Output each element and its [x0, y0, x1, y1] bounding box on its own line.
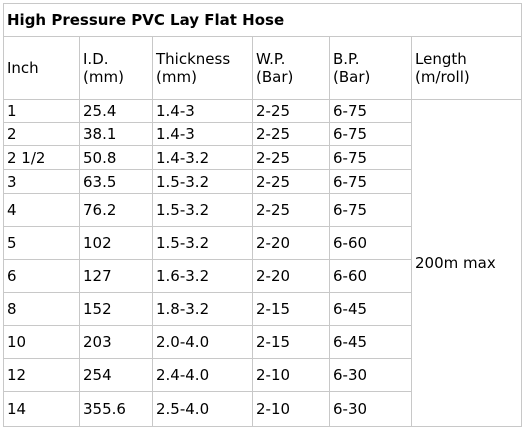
cell-bp: 6-60 [329, 259, 412, 293]
cell-bp: 6-30 [329, 391, 412, 427]
table-row: 6 127 1.6-3.2 2-20 6-60 [3, 259, 522, 293]
table-row: 14 355.6 2.5-4.0 2-10 6-30 [3, 391, 522, 427]
cell-wp: 2-25 [252, 193, 330, 227]
table-row: 1 25.4 1.4-3 2-25 6-75 200m max [3, 99, 522, 427]
cell-thickness: 1.5-3.2 [152, 193, 253, 227]
header-thickness: Thickness (mm) [152, 36, 253, 100]
cell-wp: 2-15 [252, 292, 330, 326]
cell-thickness: 1.4-3 [152, 122, 253, 146]
cell-id: 38.1 [79, 122, 153, 146]
cell-inch: 5 [3, 226, 80, 260]
cell-id: 25.4 [79, 99, 153, 123]
cell-id: 127 [79, 259, 153, 293]
table-row: 4 76.2 1.5-3.2 2-25 6-75 [3, 193, 522, 227]
cell-id: 152 [79, 292, 153, 326]
cell-inch: 14 [3, 391, 80, 427]
cell-wp: 2-20 [252, 226, 330, 260]
table-row: 5 102 1.5-3.2 2-20 6-60 [3, 226, 522, 260]
cell-wp: 2-25 [252, 169, 330, 194]
hose-spec-table: High Pressure PVC Lay Flat Hose Inch I.D… [3, 3, 522, 427]
cell-thickness: 1.4-3.2 [152, 145, 253, 170]
cell-inch: 4 [3, 193, 80, 227]
cell-wp: 2-25 [252, 145, 330, 170]
cell-inch: 6 [3, 259, 80, 293]
table-row: 2 38.1 1.4-3 2-25 6-75 [3, 122, 522, 146]
cell-bp: 6-60 [329, 226, 412, 260]
cell-thickness: 2.5-4.0 [152, 391, 253, 427]
header-length: Length (m/roll) [411, 36, 522, 100]
cell-thickness: 1.8-3.2 [152, 292, 253, 326]
cell-inch: 10 [3, 325, 80, 359]
cell-id: 254 [79, 358, 153, 392]
table-row: 2 1/2 50.8 1.4-3.2 2-25 6-75 [3, 145, 522, 170]
cell-bp: 6-45 [329, 325, 412, 359]
cell-inch: 1 [3, 99, 80, 123]
cell-inch: 8 [3, 292, 80, 326]
cell-id: 355.6 [79, 391, 153, 427]
header-bp: B.P. (Bar) [329, 36, 412, 100]
table-title: High Pressure PVC Lay Flat Hose [3, 3, 522, 37]
header-row: Inch I.D. (mm) Thickness (mm) W.P. (Bar) B.… [3, 36, 522, 100]
cell-inch: 2 [3, 122, 80, 146]
cell-id: 203 [79, 325, 153, 359]
header-id: I.D. (mm) [79, 36, 153, 100]
table-row: 8 152 1.8-3.2 2-15 6-45 [3, 292, 522, 326]
header-wp: W.P. (Bar) [252, 36, 330, 100]
cell-inch: 3 [3, 169, 80, 194]
cell-inch: 2 1/2 [3, 145, 80, 170]
cell-id: 76.2 [79, 193, 153, 227]
cell-inch: 12 [3, 358, 80, 392]
cell-thickness: 1.6-3.2 [152, 259, 253, 293]
cell-wp: 2-25 [252, 122, 330, 146]
cell-id: 50.8 [79, 145, 153, 170]
cell-bp: 6-75 [329, 145, 412, 170]
cell-id: 63.5 [79, 169, 153, 194]
cell-wp: 2-15 [252, 325, 330, 359]
cell-bp: 6-30 [329, 358, 412, 392]
cell-thickness: 1.4-3 [152, 99, 253, 123]
cell-thickness: 2.4-4.0 [152, 358, 253, 392]
cell-thickness: 1.5-3.2 [152, 226, 253, 260]
cell-thickness: 2.0-4.0 [152, 325, 253, 359]
cell-bp: 6-75 [329, 169, 412, 194]
cell-id: 102 [79, 226, 153, 260]
cell-bp: 6-75 [329, 99, 412, 123]
table-row: 12 254 2.4-4.0 2-10 6-30 [3, 358, 522, 392]
cell-bp: 6-75 [329, 122, 412, 146]
cell-thickness: 1.5-3.2 [152, 169, 253, 194]
cell-bp: 6-75 [329, 193, 412, 227]
cell-length: 200m max [411, 99, 522, 427]
cell-wp: 2-10 [252, 358, 330, 392]
cell-wp: 2-20 [252, 259, 330, 293]
cell-wp: 2-10 [252, 391, 330, 427]
cell-wp: 2-25 [252, 99, 330, 123]
cell-bp: 6-45 [329, 292, 412, 326]
header-inch: Inch [3, 36, 80, 100]
